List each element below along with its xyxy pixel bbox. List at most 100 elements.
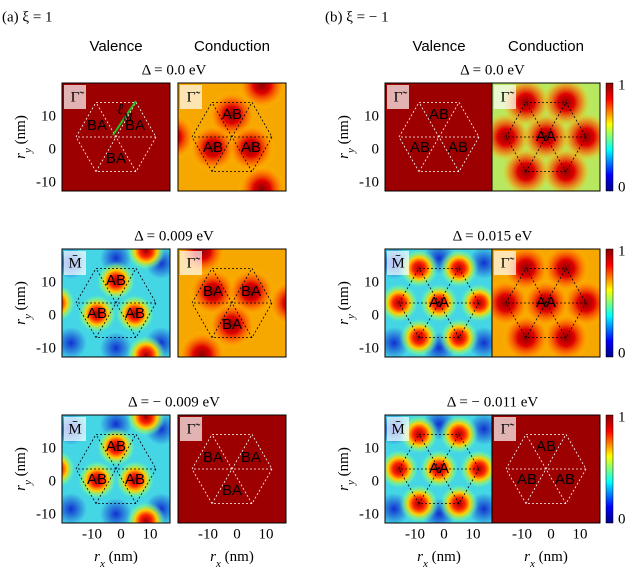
low-density <box>100 332 132 357</box>
stacking-label: BA <box>222 482 242 499</box>
y-tick-label: -10 <box>359 340 379 356</box>
y-axis-label: ry (nm) <box>336 447 356 491</box>
x-tick-label: -10 <box>82 526 102 542</box>
panel-frame <box>61 82 171 192</box>
y-tick-label: 10 <box>364 274 379 290</box>
density-peak <box>459 283 493 323</box>
stacking-label: AB <box>517 471 537 488</box>
density-peak <box>238 164 286 191</box>
y-tick-label: 0 <box>372 473 380 489</box>
subscript: y <box>22 314 34 320</box>
unit: (nm) <box>535 549 568 565</box>
density-peak <box>115 460 155 500</box>
moire-diagonal <box>418 268 460 338</box>
y-axis-label: ry (nm) <box>13 447 33 491</box>
stacking-label: BA <box>203 449 223 466</box>
panel-symbol: M̄ <box>391 255 404 271</box>
unit: (nm) <box>13 115 29 148</box>
x-tick-label: 10 <box>143 526 158 542</box>
subscript: y <box>345 148 357 154</box>
colorbar <box>605 82 614 192</box>
moire-diagonal <box>525 268 567 338</box>
unit: (nm) <box>221 549 254 565</box>
unit: (nm) <box>105 549 138 565</box>
delta-title: Δ = − 0.011 eV <box>447 394 539 410</box>
stacking-label: AA <box>536 128 556 145</box>
column-title: (a) ξ = 1 <box>2 9 53 25</box>
symbol: r <box>210 549 216 565</box>
delta-title: Δ = 0.0 eV <box>460 62 525 78</box>
x-tick-label: -10 <box>405 526 425 542</box>
x-tick-label: 10 <box>259 526 274 542</box>
heatmap-panel: M̄ AA <box>384 414 494 524</box>
stacking-label: AB <box>241 139 261 156</box>
subscript: y <box>22 148 34 154</box>
colorbar-tick-label: 1 <box>618 77 626 93</box>
density-peak <box>208 301 256 349</box>
symbol-box <box>494 251 516 275</box>
heatmap-panel: M̄ AA <box>384 248 494 358</box>
y-tick-label: 0 <box>49 473 57 489</box>
density-peak <box>96 427 136 467</box>
stacking-label: AB <box>555 471 575 488</box>
valence-label: Valence <box>89 38 142 55</box>
symbol: r <box>524 549 530 565</box>
unit: (nm) <box>336 447 352 480</box>
moire-diagonal <box>525 434 567 504</box>
stacking-label: AB <box>448 139 468 156</box>
unit: (nm) <box>336 281 352 314</box>
delta-title: Δ = − 0.009 eV <box>128 394 220 410</box>
y-tick-label: 0 <box>372 307 380 323</box>
density-peak <box>178 113 196 161</box>
heatmap-panel: M̄ AB AB AB <box>61 248 171 358</box>
x-tick-label: 0 <box>440 526 448 542</box>
panel-frame <box>491 248 601 358</box>
valence-label: Valence <box>412 38 465 55</box>
y-tick-label: 0 <box>49 307 57 323</box>
moire-diagonal <box>525 102 567 172</box>
y-tick-label: 0 <box>49 141 57 157</box>
subscript: M <box>122 111 133 123</box>
y-axis-label: ry (nm) <box>13 281 33 325</box>
x-tick-label: 0 <box>547 526 555 542</box>
y-tick-label: 10 <box>364 440 379 456</box>
y-axis-label: ry (nm) <box>336 115 356 159</box>
delta-title: Δ = 0.0 eV <box>142 62 207 78</box>
colorbar-tick-label: 0 <box>618 179 626 195</box>
stacking-label: AB <box>222 106 242 123</box>
y-tick-label: -10 <box>359 506 379 522</box>
panel-symbol: M̄ <box>391 421 404 437</box>
column-title: (b) ξ = − 1 <box>325 9 389 25</box>
symbol-box <box>180 85 202 109</box>
x-axis-label: rx (nm) <box>94 549 138 569</box>
stacking-label: AA <box>536 294 556 311</box>
stacking-label: AB <box>106 272 126 289</box>
x-tick-label: 10 <box>466 526 481 542</box>
unit: (nm) <box>336 115 352 148</box>
moire-length-arrow <box>112 100 137 136</box>
stacking-label: BA <box>203 283 223 300</box>
subscript: y <box>22 480 34 486</box>
symbol: r <box>13 153 29 159</box>
density-peak <box>178 330 226 357</box>
colorbar-tick-label: 1 <box>618 243 626 259</box>
symbol: r <box>94 549 100 565</box>
y-tick-label: -10 <box>36 506 56 522</box>
conduction-label: Conduction <box>508 38 584 55</box>
low-density <box>62 493 87 523</box>
density-peak <box>62 283 76 323</box>
panel-frame <box>491 82 601 192</box>
low-density <box>62 327 87 357</box>
moire-diagonal <box>95 434 137 504</box>
subscript: x <box>215 558 221 570</box>
density-peak <box>126 334 166 357</box>
x-axis-label: rx (nm) <box>417 549 461 569</box>
y-tick-label: 0 <box>372 141 380 157</box>
stacking-label: AA <box>429 294 449 311</box>
delta-title: Δ = 0.009 eV <box>134 228 214 244</box>
